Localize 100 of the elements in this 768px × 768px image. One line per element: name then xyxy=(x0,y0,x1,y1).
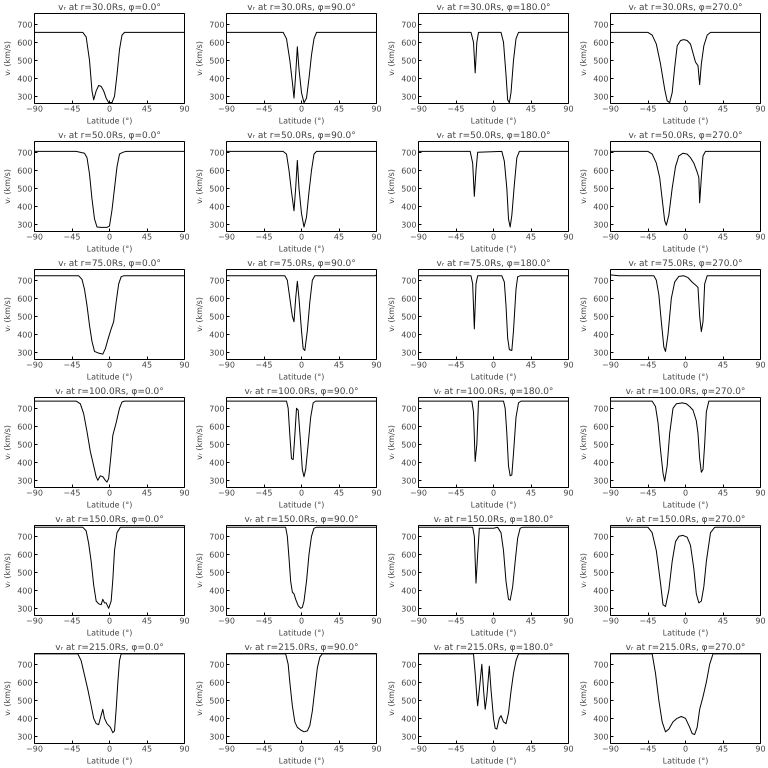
x-axis-title: Latitude (°) xyxy=(278,116,324,126)
x-tick-label: 0 xyxy=(106,744,112,754)
y-tick-label: 700 xyxy=(593,660,609,670)
y-tick-label: 600 xyxy=(17,550,33,560)
x-axis-title: Latitude (°) xyxy=(86,628,132,638)
y-tick-label: 300 xyxy=(209,732,225,742)
y-tick-label: 600 xyxy=(17,422,33,432)
y-tick-label: 500 xyxy=(209,568,225,578)
y-tick-label: 500 xyxy=(209,56,225,66)
chart-title: vᵣ at r=150.0Rs, φ=90.0° xyxy=(244,515,359,525)
y-tick-label: 600 xyxy=(401,166,417,176)
y-tick-label: 700 xyxy=(209,660,225,670)
y-axis-title: vᵣ (km/s) xyxy=(387,425,396,460)
y-tick-label: 500 xyxy=(17,696,33,706)
y-tick-label: 700 xyxy=(593,404,609,414)
x-tick-label: −45 xyxy=(640,232,656,242)
chart-title: vᵣ at r=215.0Rs, φ=0.0° xyxy=(55,643,164,653)
y-tick-label: 700 xyxy=(17,276,33,286)
y-axis-title: vᵣ (km/s) xyxy=(579,297,588,332)
x-tick-label: 0 xyxy=(298,232,304,242)
y-tick-label: 400 xyxy=(17,458,33,468)
x-tick-label: 0 xyxy=(682,360,688,370)
y-tick-label: 700 xyxy=(593,148,609,158)
chart-title: vᵣ at r=50.0Rs, φ=270.0° xyxy=(628,131,743,141)
x-tick-label: −90 xyxy=(410,744,427,754)
x-tick-label: −90 xyxy=(410,360,427,370)
x-tick-label: −90 xyxy=(218,616,235,626)
y-tick-label: 700 xyxy=(17,20,33,30)
x-tick-label: −45 xyxy=(448,488,464,498)
x-tick-label: −90 xyxy=(26,104,43,114)
x-tick-label: 45 xyxy=(142,360,152,370)
x-tick-label: 90 xyxy=(563,232,574,242)
chart-title: vᵣ at r=75.0Rs, φ=0.0° xyxy=(58,259,161,269)
x-tick-label: 90 xyxy=(563,488,574,498)
y-tick-label: 700 xyxy=(17,148,33,158)
y-tick-label: 500 xyxy=(17,56,33,66)
y-tick-label: 400 xyxy=(209,586,225,596)
x-axis-title: Latitude (°) xyxy=(662,500,708,510)
x-tick-label: −90 xyxy=(26,744,43,754)
y-tick-label: 600 xyxy=(593,422,609,432)
x-axis-title: Latitude (°) xyxy=(470,500,516,510)
y-tick-label: 500 xyxy=(401,696,417,706)
x-axis-title: Latitude (°) xyxy=(470,756,516,766)
x-tick-label: 0 xyxy=(298,104,304,114)
x-tick-label: −90 xyxy=(602,744,619,754)
x-axis-title: Latitude (°) xyxy=(278,628,324,638)
x-axis-title: Latitude (°) xyxy=(86,372,132,382)
y-tick-label: 600 xyxy=(209,678,225,688)
chart-title: vᵣ at r=100.0Rs, φ=0.0° xyxy=(55,387,164,397)
y-tick-label: 400 xyxy=(209,202,225,212)
x-tick-label: 45 xyxy=(142,616,152,626)
y-tick-label: 600 xyxy=(17,166,33,176)
x-tick-label: 45 xyxy=(718,104,728,114)
y-tick-label: 300 xyxy=(17,220,33,230)
x-tick-label: 0 xyxy=(298,744,304,754)
y-axis-title: vᵣ (km/s) xyxy=(387,169,396,204)
x-tick-label: −45 xyxy=(640,360,656,370)
y-tick-label: 600 xyxy=(17,294,33,304)
x-tick-label: −90 xyxy=(26,360,43,370)
y-tick-label: 500 xyxy=(209,184,225,194)
x-tick-label: −45 xyxy=(64,360,80,370)
y-tick-label: 300 xyxy=(593,220,609,230)
x-tick-label: 90 xyxy=(371,232,382,242)
x-tick-label: 45 xyxy=(334,232,344,242)
x-tick-label: −45 xyxy=(640,616,656,626)
y-tick-label: 600 xyxy=(401,678,417,688)
y-tick-label: 700 xyxy=(401,20,417,30)
y-tick-label: 600 xyxy=(209,550,225,560)
y-tick-label: 500 xyxy=(593,568,609,578)
x-tick-label: 0 xyxy=(682,232,688,242)
x-tick-label: 0 xyxy=(682,104,688,114)
x-tick-label: 0 xyxy=(106,232,112,242)
x-tick-label: 90 xyxy=(179,360,190,370)
x-tick-label: 90 xyxy=(755,232,766,242)
x-tick-label: −90 xyxy=(602,360,619,370)
x-tick-label: −45 xyxy=(64,616,80,626)
y-tick-label: 600 xyxy=(209,294,225,304)
x-axis-title: Latitude (°) xyxy=(278,500,324,510)
y-axis-title: vᵣ (km/s) xyxy=(195,681,204,716)
chart-title: vᵣ at r=150.0Rs, φ=180.0° xyxy=(434,515,554,525)
y-tick-label: 500 xyxy=(401,56,417,66)
y-tick-label: 500 xyxy=(401,568,417,578)
x-tick-label: 45 xyxy=(718,744,728,754)
y-tick-label: 700 xyxy=(17,532,33,542)
x-tick-label: 0 xyxy=(682,488,688,498)
y-tick-label: 300 xyxy=(209,476,225,486)
y-tick-label: 400 xyxy=(593,202,609,212)
x-tick-label: 90 xyxy=(179,488,190,498)
y-axis-title: vᵣ (km/s) xyxy=(195,297,204,332)
chart-title: vᵣ at r=75.0Rs, φ=90.0° xyxy=(247,259,356,269)
x-tick-label: 45 xyxy=(334,104,344,114)
y-tick-label: 300 xyxy=(17,476,33,486)
x-tick-label: −90 xyxy=(602,232,619,242)
y-tick-label: 400 xyxy=(401,458,417,468)
x-tick-label: −45 xyxy=(64,488,80,498)
x-tick-label: −45 xyxy=(448,360,464,370)
y-tick-label: 400 xyxy=(17,74,33,84)
x-tick-label: 0 xyxy=(106,360,112,370)
x-axis-title: Latitude (°) xyxy=(470,372,516,382)
chart-title: vᵣ at r=100.0Rs, φ=270.0° xyxy=(626,387,746,397)
